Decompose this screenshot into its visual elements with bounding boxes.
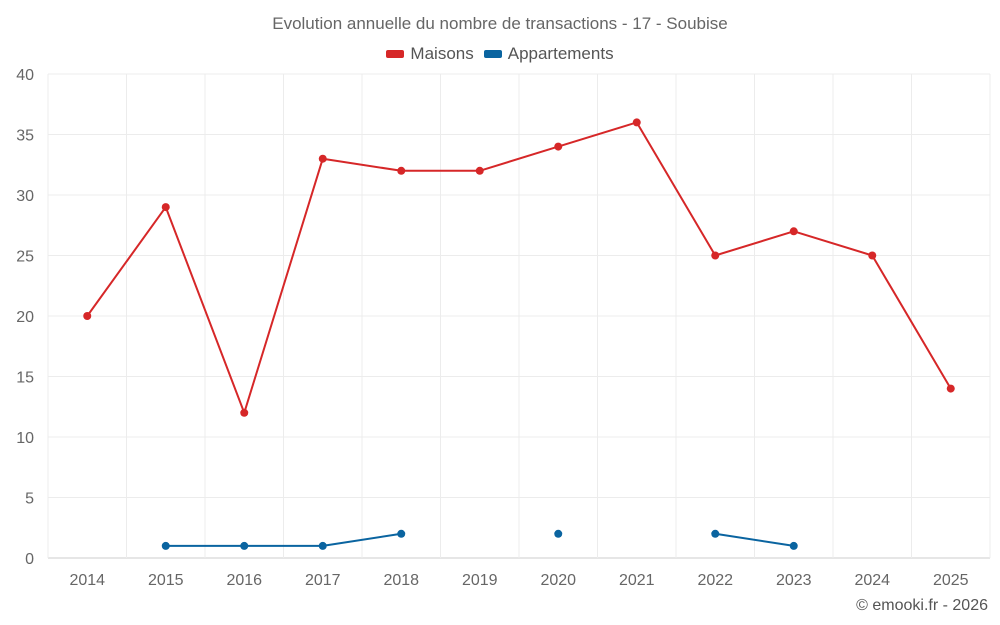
series-line-appartements: [714, 532, 795, 547]
y-tick-label: 15: [16, 370, 34, 387]
data-point-maisons: [554, 142, 563, 151]
series-line-maisons: [557, 121, 638, 148]
data-point-maisons: [632, 118, 641, 127]
data-point-appartements: [318, 541, 327, 550]
x-tick-label: 2019: [462, 572, 498, 589]
data-point-maisons: [868, 251, 877, 260]
y-tick-label: 30: [16, 188, 34, 205]
data-point-maisons: [475, 166, 484, 175]
y-tick-label: 40: [16, 67, 34, 84]
series-line-maisons: [714, 230, 795, 257]
legend-label-appartements: Appartements: [507, 44, 614, 63]
data-point-maisons: [161, 203, 170, 212]
data-point-maisons: [318, 154, 327, 163]
chart-legend: Maisons Appartements: [0, 44, 1000, 64]
data-point-appartements: [161, 541, 170, 550]
series-line-maisons: [321, 157, 403, 172]
x-tick-label: 2014: [69, 572, 105, 589]
x-tick-label: 2021: [619, 572, 655, 589]
series-line-appartements: [321, 532, 403, 547]
data-point-appartements: [711, 529, 720, 538]
x-tick-label: 2020: [540, 572, 576, 589]
y-tick-label: 0: [25, 551, 34, 568]
data-point-maisons: [240, 408, 249, 417]
x-tick-label: 2016: [226, 572, 262, 589]
series-line-maisons: [478, 145, 560, 172]
x-tick-label: 2017: [305, 572, 341, 589]
data-point-maisons: [946, 384, 955, 393]
data-point-maisons: [397, 166, 406, 175]
data-point-maisons: [711, 251, 720, 260]
data-point-appartements: [789, 541, 798, 550]
y-tick-label: 35: [16, 128, 34, 145]
data-point-maisons: [789, 227, 798, 236]
legend-swatch-maisons: [386, 50, 405, 58]
series-line-maisons: [792, 230, 874, 257]
x-tick-label: 2024: [854, 572, 890, 589]
chart-title: Evolution annuelle du nombre de transact…: [272, 14, 728, 33]
data-point-appartements: [554, 529, 563, 538]
x-tick-label: 2022: [697, 572, 733, 589]
credit-text: © emooki.fr - 2026: [856, 597, 988, 614]
data-point-maisons: [83, 312, 92, 320]
x-tick-label: 2015: [148, 572, 184, 589]
y-tick-label: 25: [16, 249, 34, 266]
series-line-maisons: [86, 206, 167, 317]
legend-swatch-appartements: [483, 50, 502, 58]
series-line-maisons: [243, 157, 324, 414]
legend-item-appartements[interactable]: Appartements: [483, 44, 614, 64]
legend-label-maisons: Maisons: [410, 44, 474, 63]
data-point-appartements: [397, 529, 406, 538]
data-point-appartements: [240, 541, 249, 550]
series-line-maisons: [635, 121, 717, 257]
y-tick-label: 20: [16, 309, 34, 326]
x-tick-label: 2018: [383, 572, 419, 589]
x-tick-label: 2025: [933, 572, 969, 589]
y-tick-label: 10: [16, 430, 34, 447]
series-line-maisons: [871, 254, 952, 390]
y-tick-label: 5: [25, 491, 34, 508]
x-tick-label: 2023: [776, 572, 812, 589]
series-line-maisons: [164, 206, 246, 414]
legend-item-maisons[interactable]: Maisons: [386, 44, 474, 64]
